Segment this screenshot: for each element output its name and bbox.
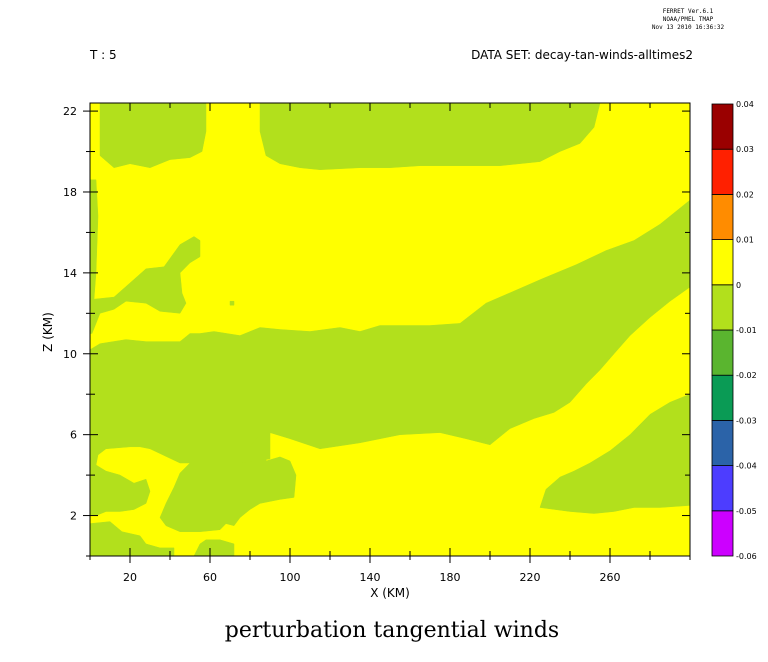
colorbar-swatch (711, 284, 734, 331)
contour-region-0-0 (99, 102, 207, 168)
chart-title: perturbation tangential winds (225, 618, 559, 643)
dataset-label: DATA SET: decay-tan-winds-alltimes2 (471, 48, 693, 62)
org-label: NOAA/PMEL TMAP (663, 16, 714, 23)
y-tick-label: 14 (63, 267, 77, 280)
y-tick-label: 10 (63, 348, 77, 361)
colorbar-label: 0.02 (736, 190, 754, 199)
x-tick-label: 100 (280, 571, 301, 584)
colorbar-swatch (711, 193, 734, 240)
colorbar-swatch (711, 465, 734, 512)
contour-region-0-1 (259, 102, 601, 170)
y-tick-label: 22 (63, 105, 77, 118)
colorbar-label: -0.04 (736, 462, 757, 471)
y-tick-label: 18 (63, 186, 77, 199)
colorbar-label: -0.02 (736, 371, 757, 380)
colorbar-swatch (711, 374, 734, 421)
plot-frame (89, 102, 691, 557)
contour-region-0-2 (89, 179, 201, 334)
colorbar-label: -0.03 (736, 416, 757, 425)
contour-region-1-0 (205, 173, 291, 201)
colorbar-label: -0.01 (736, 326, 757, 335)
y-tick-label: 2 (70, 510, 77, 523)
colorbar-swatch (711, 103, 734, 150)
x-tick-label: 260 (600, 571, 621, 584)
colorbar: -0.06 -0.05 -0.04 -0.03 -0.02 -0.01 0 0.01 0.02 0… (711, 100, 757, 561)
x-tick-label: 140 (360, 571, 381, 584)
contour-region-2-0 (229, 300, 235, 306)
contour-region-0-3 (89, 199, 691, 532)
colorbar-swatch (711, 329, 734, 376)
colorbar-label: 0.03 (736, 145, 754, 154)
colorbar-label: 0.01 (736, 236, 754, 245)
x-tick-label: 180 (440, 571, 461, 584)
contour-regions (89, 102, 691, 557)
colorbar-label: -0.05 (736, 507, 757, 516)
colorbar-label: -0.06 (736, 552, 757, 561)
colorbar-swatch (711, 148, 734, 195)
plot-area: 20 60 100 140 180 220 260 2 6 10 14 18 22 (63, 102, 691, 584)
x-tick-label: 220 (520, 571, 541, 584)
colorbar-swatch (711, 239, 734, 286)
colorbar-swatch (711, 510, 734, 557)
contour-region-0-6 (539, 393, 691, 514)
x-tick-label: 20 (123, 571, 137, 584)
y-tick-label: 6 (70, 429, 77, 442)
x-axis-label: X (KM) (370, 586, 410, 600)
y-axis-ticks: 2 6 10 14 18 22 (63, 105, 690, 557)
timestamp: Nov 13 2010 16:36:32 (652, 24, 725, 31)
x-tick-label: 60 (203, 571, 217, 584)
contour-region-2-1 (475, 432, 487, 439)
colorbar-label: 0.04 (736, 100, 754, 109)
y-axis-label: Z (KM) (41, 312, 55, 352)
colorbar-swatch (711, 419, 734, 466)
colorbar-label: 0 (736, 281, 741, 290)
time-label: T : 5 (89, 48, 117, 62)
ferret-version: FERRET Ver.6.1 (663, 8, 714, 15)
x-axis-ticks: 20 60 100 140 180 220 260 (89, 103, 691, 584)
